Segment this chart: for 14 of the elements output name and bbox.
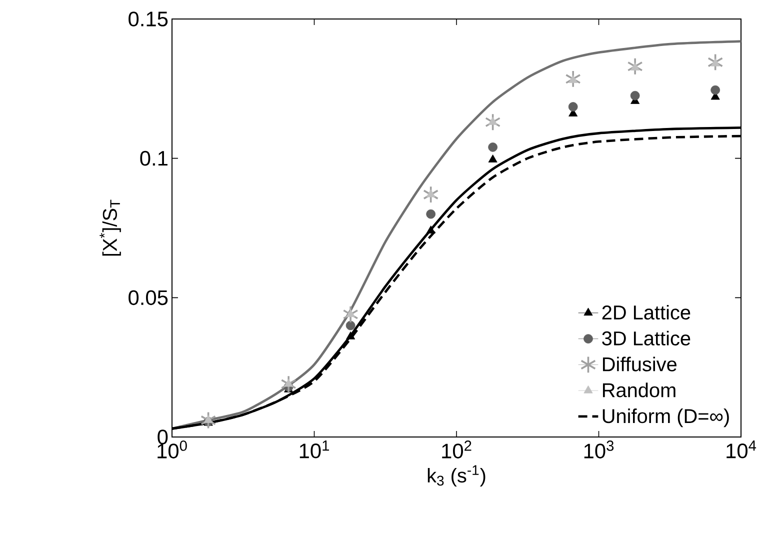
- legend-label: Random: [602, 382, 676, 398]
- y-tick-label: 0.1: [140, 150, 168, 166]
- y-tick-label: 0.05: [128, 290, 168, 306]
- x-tick-label: 10$^{4}$: [726, 440, 756, 458]
- legend-label: Uniform (D=∞): [602, 408, 729, 428]
- x-tick-label: 10$^{1}$: [300, 440, 329, 458]
- y-axis-title: [X$^{*}$]/S$_{T}$: [100, 200, 121, 256]
- x-axis-title: k$_{3}$ (s$^{-1}$): [428, 465, 486, 487]
- y-tick-label: 0.15: [128, 12, 168, 26]
- x-tick-label: 10$^{2}$: [442, 440, 472, 458]
- x-tick-label: 10$^{3}$: [584, 440, 614, 458]
- legend-label: 3D Lattice: [602, 330, 690, 346]
- legend-label: Diffusive: [602, 356, 676, 372]
- legend-label: 2D Lattice: [602, 304, 690, 320]
